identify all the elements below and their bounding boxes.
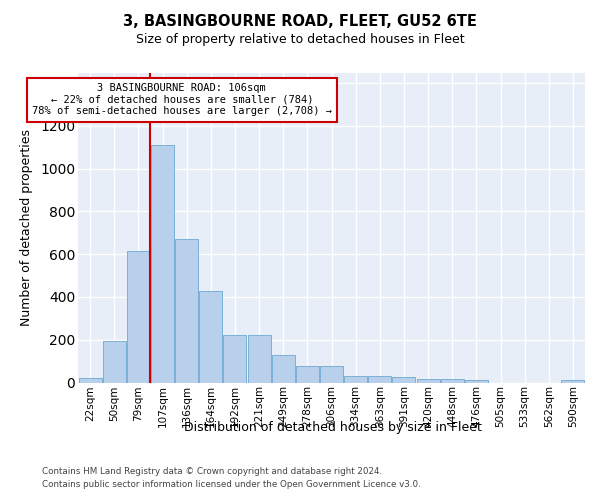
- Text: Contains HM Land Registry data © Crown copyright and database right 2024.: Contains HM Land Registry data © Crown c…: [42, 467, 382, 476]
- Bar: [248, 336, 271, 382]
- Bar: [175, 240, 198, 382]
- Bar: [416, 380, 440, 382]
- Text: Contains public sector information licensed under the Open Government Licence v3: Contains public sector information licen…: [42, 480, 421, 489]
- Bar: [103, 341, 125, 382]
- Text: Size of property relative to detached houses in Fleet: Size of property relative to detached ho…: [136, 33, 464, 46]
- Bar: [344, 376, 367, 382]
- Bar: [441, 380, 464, 382]
- Bar: [296, 366, 319, 382]
- Bar: [562, 380, 584, 382]
- Bar: [465, 380, 488, 382]
- Bar: [272, 354, 295, 382]
- Bar: [368, 376, 391, 382]
- Bar: [151, 145, 174, 382]
- Bar: [79, 378, 101, 382]
- Bar: [392, 377, 415, 382]
- Bar: [127, 251, 150, 382]
- Y-axis label: Number of detached properties: Number of detached properties: [20, 129, 33, 326]
- Bar: [223, 336, 247, 382]
- Bar: [320, 366, 343, 382]
- Text: 3 BASINGBOURNE ROAD: 106sqm
← 22% of detached houses are smaller (784)
78% of se: 3 BASINGBOURNE ROAD: 106sqm ← 22% of det…: [32, 83, 332, 116]
- Text: 3, BASINGBOURNE ROAD, FLEET, GU52 6TE: 3, BASINGBOURNE ROAD, FLEET, GU52 6TE: [123, 14, 477, 29]
- Bar: [199, 290, 222, 382]
- Text: Distribution of detached houses by size in Fleet: Distribution of detached houses by size …: [184, 421, 482, 434]
